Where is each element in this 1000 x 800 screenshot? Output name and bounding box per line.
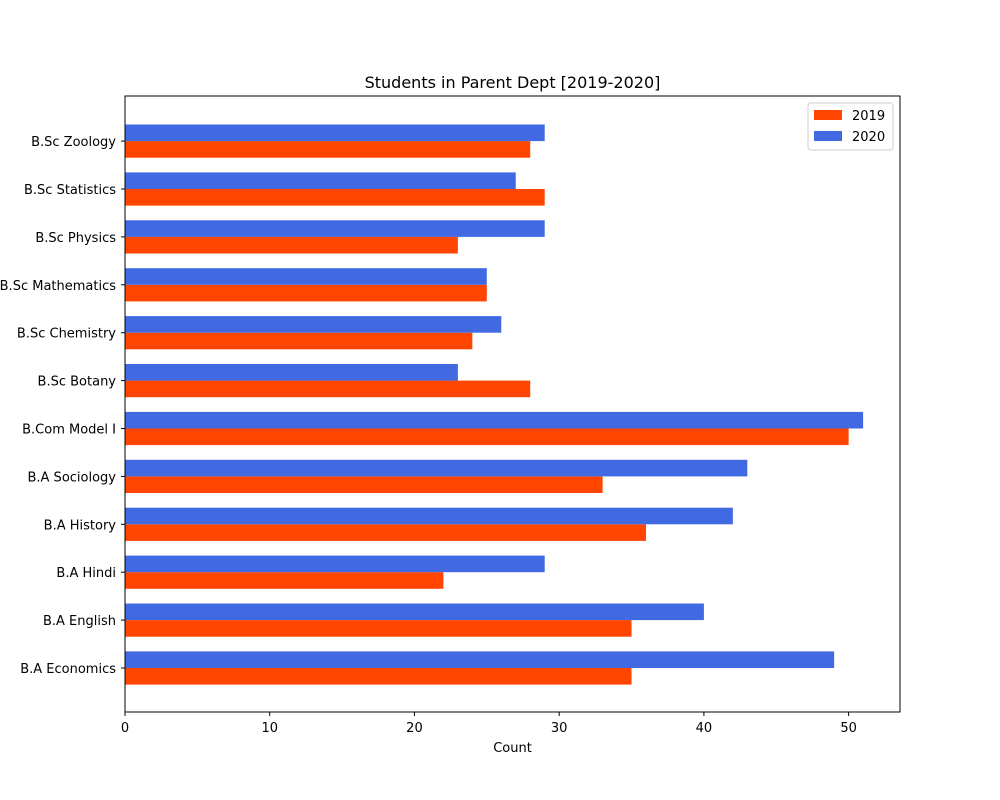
x-tick-label: 50 xyxy=(840,721,857,736)
y-axis-ticks: B.A Economics B.A English B.A Hindi B.A His… xyxy=(0,135,125,677)
x-axis-label: Count xyxy=(493,741,532,756)
y-tick-label: B.Sc Physics xyxy=(35,231,116,246)
y-tick-label: B.Sc Zoology xyxy=(31,135,116,150)
bar-2019-b-sc-botany xyxy=(125,380,531,398)
bar-2020-b-a-sociology xyxy=(125,459,748,477)
bar-2020-b-a-history xyxy=(125,507,733,525)
y-tick-label: B.A Hindi xyxy=(56,566,116,581)
bar-2020-b-sc-physics xyxy=(125,220,545,237)
legend: 2019 2020 xyxy=(807,102,894,151)
bar-2020-b-a-hindi xyxy=(125,555,545,573)
x-tick-label: 40 xyxy=(696,721,713,736)
bar-2019-b-sc-mathematics xyxy=(125,284,487,302)
bar-2020-b-sc-mathematics xyxy=(125,268,487,285)
legend-label-2020: 2020 xyxy=(852,130,885,145)
y-tick-label: B.A History xyxy=(44,518,117,533)
y-tick-label: B.A Economics xyxy=(20,662,116,677)
plot-frame xyxy=(124,95,901,713)
y-tick-label: B.Com Model I xyxy=(22,423,116,438)
bar-2020-b-sc-zoology xyxy=(125,124,545,142)
bar-2020-b-sc-statistics xyxy=(125,172,516,189)
bar-2019-b-a-history xyxy=(125,524,647,541)
bar-2019-b-a-economics xyxy=(125,668,632,685)
x-tick-label: 20 xyxy=(406,721,423,736)
bar-2019-b-sc-chemistry xyxy=(125,332,473,350)
bars-group xyxy=(125,124,864,685)
y-tick-label: B.A English xyxy=(43,614,116,629)
bar-2019-b-a-sociology xyxy=(125,476,603,493)
y-tick-label: B.Sc Botany xyxy=(38,375,117,390)
legend-swatch-2019 xyxy=(814,110,842,120)
bar-2020-b-a-english xyxy=(125,603,704,621)
y-tick-label: B.Sc Mathematics xyxy=(0,279,116,294)
bar-2019-b-a-english xyxy=(125,620,632,637)
y-tick-label: B.A Sociology xyxy=(27,470,116,485)
legend-swatch-2020 xyxy=(814,131,842,141)
bar-2019-b-a-hindi xyxy=(125,572,444,589)
legend-label-2019: 2019 xyxy=(852,109,885,124)
bar-2020-b-sc-botany xyxy=(125,364,458,381)
bar-2019-b-sc-zoology xyxy=(125,141,531,158)
x-axis-ticks: 0 10 20 30 40 50 xyxy=(121,712,857,736)
y-tick-label: B.Sc Statistics xyxy=(24,183,116,198)
bar-2019-b-sc-physics xyxy=(125,236,458,254)
x-tick-label: 0 xyxy=(121,721,129,736)
bar-2019-b-com-model-i xyxy=(125,428,849,446)
y-tick-label: B.Sc Chemistry xyxy=(17,327,116,342)
x-tick-label: 10 xyxy=(261,721,278,736)
bar-2019-b-sc-statistics xyxy=(125,189,545,206)
bar-2020-b-sc-chemistry xyxy=(125,316,502,333)
chart-title: Students in Parent Dept [2019-2020] xyxy=(365,73,661,92)
bar-2020-b-com-model-i xyxy=(125,411,864,429)
bar-2020-b-a-economics xyxy=(125,651,835,668)
x-tick-label: 30 xyxy=(551,721,568,736)
